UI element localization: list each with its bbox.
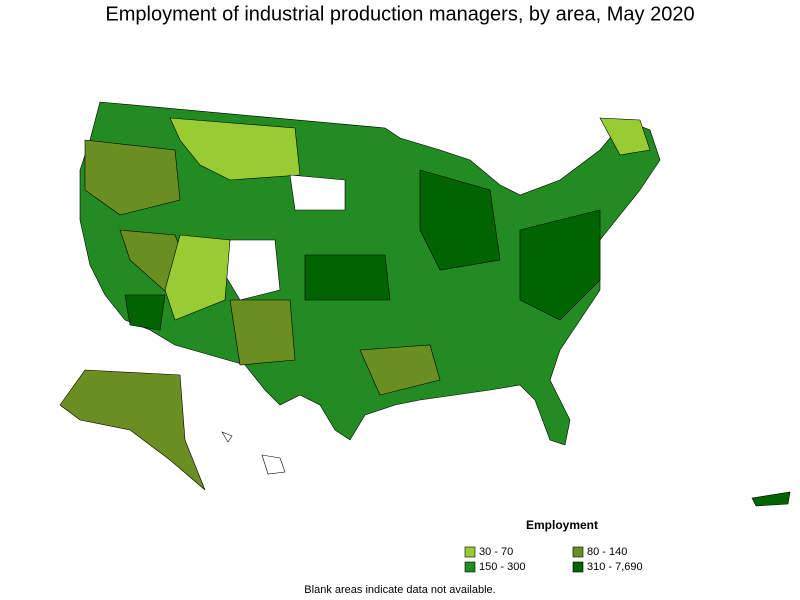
legend-label: 310 - 7,690 [587, 561, 643, 573]
region [169, 117, 301, 181]
legend-label: 150 - 300 [479, 561, 525, 573]
puerto-rico [751, 491, 791, 507]
map [59, 101, 791, 507]
legend-title: Employment [526, 518, 598, 532]
alaska [59, 369, 206, 491]
legend-swatch [572, 561, 584, 573]
region [124, 294, 166, 331]
legend-swatch [464, 546, 476, 558]
region [84, 139, 181, 216]
hawaii [261, 454, 286, 475]
region-blank [289, 174, 346, 211]
footnote: Blank areas indicate data not available. [304, 584, 495, 596]
legend-label: 30 - 70 [479, 546, 513, 558]
region [229, 299, 296, 366]
region [419, 169, 501, 271]
region [359, 344, 441, 396]
region [519, 209, 601, 321]
region [304, 254, 391, 301]
legend-label: 80 - 140 [587, 546, 627, 558]
region [599, 117, 651, 156]
legend: 30 - 70 80 - 140 150 - 300 310 - 7,690 [464, 546, 643, 573]
legend-swatch [464, 561, 476, 573]
map-title: Employment of industrial production mana… [105, 3, 694, 25]
legend-swatch [572, 546, 584, 558]
hawaii [221, 431, 233, 443]
region [164, 234, 231, 321]
